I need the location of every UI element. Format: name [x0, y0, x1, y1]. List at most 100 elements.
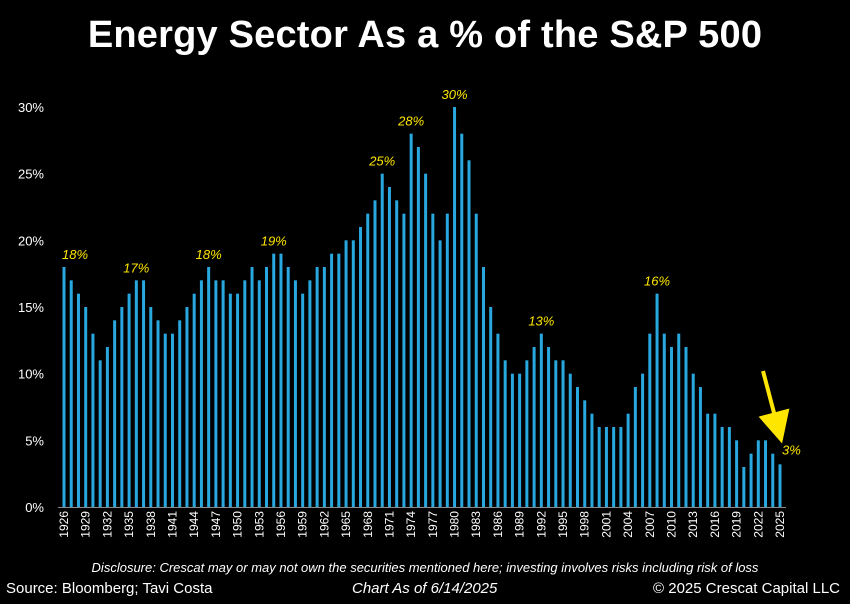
bar-1962	[322, 267, 326, 507]
copyright-text: © 2025 Crescat Capital LLC	[653, 580, 840, 597]
bar-1986	[496, 333, 500, 507]
x-tick-label: 2004	[621, 511, 635, 538]
bar-1997	[575, 387, 579, 507]
bar-1958	[293, 280, 297, 507]
x-tick-label: 1947	[209, 511, 223, 538]
bar-2000	[597, 427, 601, 507]
bar-1940	[163, 333, 167, 507]
bar-1982	[467, 160, 471, 508]
x-axis: 1926 1929 1932 1935 1938 1941 1944 1947 1950 1953…	[57, 511, 787, 538]
x-tick-label: 1992	[534, 511, 548, 538]
bar-1934	[120, 307, 124, 507]
y-axis: 0% 5% 10% 15% 20% 25% 30%	[18, 100, 786, 515]
annotation-label: 25%	[368, 154, 395, 169]
bar-1972	[395, 200, 399, 508]
y-tick-label: 25%	[18, 167, 44, 182]
annotation-label: 18%	[196, 247, 222, 262]
bar-2016	[713, 413, 717, 507]
bar-1946	[207, 267, 211, 507]
bar-2021	[749, 453, 753, 507]
y-tick-label: 10%	[18, 367, 44, 382]
bar-1991	[532, 347, 536, 507]
bar-1943	[185, 307, 189, 507]
bar-1985	[489, 307, 493, 507]
bar-2005	[633, 387, 637, 507]
bar-1956	[279, 253, 283, 507]
bar-1974	[409, 133, 413, 507]
x-tick-label: 2019	[730, 511, 744, 538]
x-tick-label: 1965	[339, 511, 353, 538]
x-tick-label: 2022	[751, 511, 765, 538]
bar-1960	[308, 280, 312, 507]
bar-2006	[641, 373, 645, 507]
downtrend-arrow-icon	[758, 370, 790, 444]
annotation-label: 30%	[442, 87, 468, 102]
bar-2020	[742, 467, 746, 507]
bar-2014	[698, 387, 702, 507]
x-tick-label: 1977	[426, 511, 440, 538]
annotation-label: 19%	[261, 234, 287, 249]
bar-1935	[127, 293, 131, 507]
bar-1948	[221, 280, 225, 507]
bar-1933	[113, 320, 117, 507]
x-tick-label: 1989	[513, 511, 527, 538]
x-tick-label: 2001	[599, 511, 613, 538]
bar-1928	[76, 293, 80, 507]
bar-1967	[359, 227, 363, 507]
bar-1998	[583, 400, 587, 507]
bar-2007	[648, 333, 652, 507]
x-tick-label: 1956	[274, 511, 288, 538]
chart-title: Energy Sector As a % of the S&P 500	[87, 14, 763, 56]
x-tick-label: 1980	[448, 511, 462, 538]
bar-2015	[706, 413, 710, 507]
bar-1990	[525, 360, 529, 507]
bar-1944	[192, 293, 196, 507]
bar-1987	[503, 360, 507, 507]
bar-1951	[243, 280, 247, 507]
bar-1942	[178, 320, 182, 507]
bar-1980	[453, 107, 457, 507]
bar-1926	[62, 267, 66, 507]
bar-1950	[236, 293, 240, 507]
bar-1927	[69, 280, 73, 507]
bar-1983	[474, 213, 478, 507]
y-tick-label: 15%	[18, 300, 44, 315]
bar-1992	[539, 333, 543, 507]
bar-2001	[604, 427, 608, 507]
bar-1931	[98, 360, 102, 507]
annotation-layer: 18% 17% 18% 19% 25% 28% 30% 13% 16% 3%	[62, 87, 801, 457]
annotation-label: 17%	[123, 260, 149, 275]
bar-1966	[351, 240, 355, 508]
bar-1994	[554, 360, 558, 507]
bar-1969	[373, 200, 377, 508]
x-tick-label: 2016	[708, 511, 722, 538]
y-tick-label: 20%	[18, 233, 44, 248]
bar-1938	[149, 307, 153, 507]
x-tick-label: 2025	[773, 511, 787, 538]
bar-series	[62, 107, 782, 508]
bar-1954	[265, 267, 269, 507]
bar-1932	[105, 347, 109, 507]
x-tick-label: 1986	[491, 511, 505, 538]
x-tick-label: 1950	[231, 511, 245, 538]
bar-1959	[301, 293, 305, 507]
bar-1955	[272, 253, 276, 507]
bar-1984	[481, 267, 485, 507]
bar-2013	[691, 373, 695, 507]
x-tick-label: 1968	[361, 511, 375, 538]
annotation-label: 16%	[644, 274, 670, 289]
y-tick-label: 30%	[18, 100, 44, 115]
x-tick-label: 1962	[317, 511, 331, 538]
bar-1957	[286, 267, 290, 507]
annotation-label: 13%	[528, 314, 554, 329]
bar-1981	[460, 133, 464, 507]
x-tick-label: 1941	[165, 511, 179, 538]
x-tick-label: 2013	[686, 511, 700, 538]
bar-1999	[590, 413, 594, 507]
bar-2023	[764, 440, 768, 507]
x-tick-label: 1929	[79, 511, 93, 538]
source-text: Source: Bloomberg; Tavi Costa	[6, 580, 213, 597]
y-tick-label: 5%	[25, 433, 44, 448]
bar-1936	[134, 280, 138, 507]
bar-1989	[518, 373, 522, 507]
